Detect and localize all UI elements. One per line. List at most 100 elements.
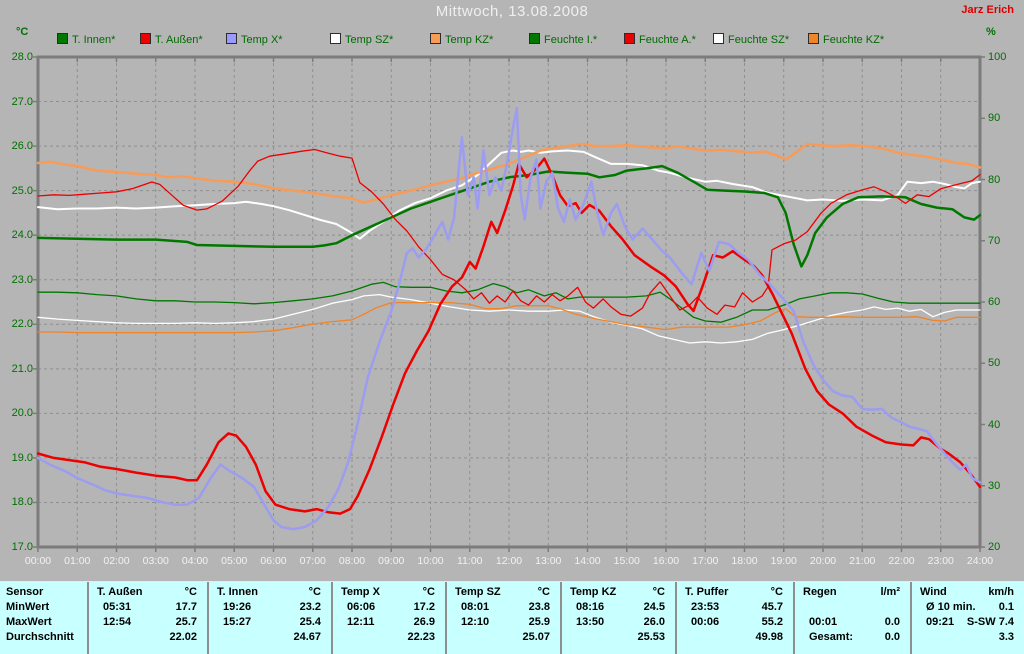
- table-column-t-puffer: T. Puffer °C 23:53 45.7 00:06 55.2 49.98: [675, 582, 793, 654]
- table-cell-min: 06:06 17.2: [333, 600, 445, 615]
- legend-label: Temp KZ*: [445, 34, 494, 46]
- left-axis-unit: °C: [16, 26, 29, 38]
- table-column-temp-kz: Temp KZ °C 08:16 24.5 13:50 26.0 25.53: [560, 582, 675, 654]
- author-label: Jarz Erich: [961, 4, 1014, 16]
- cell-time: Gesamt:: [809, 631, 854, 643]
- cell-time: 12:11: [347, 616, 375, 628]
- sensor-name: Wind: [920, 586, 947, 598]
- table-column-t-au-en: T. Außen °C 05:31 17.7 12:54 25.7 22.02: [87, 582, 207, 654]
- cell-value: 45.7: [761, 601, 783, 613]
- table-cell-min: [795, 600, 910, 615]
- x-axis-tick-label: 17:00: [692, 555, 719, 567]
- x-axis-tick-label: 03:00: [142, 555, 169, 567]
- left-axis-tick-label: 27.0: [11, 95, 33, 108]
- table-row-label-column: Sensor MinWert MaxWert Durchschnitt: [0, 582, 87, 654]
- legend-item-temp-sz-: Temp SZ*: [330, 30, 393, 46]
- cell-time: Ø 10 min.: [926, 601, 976, 613]
- table-cell-avg: 24.67: [209, 630, 331, 645]
- table-column-t-innen: T. Innen °C 19:26 23.2 15:27 25.4 24.67: [207, 582, 331, 654]
- cell-value: 25.53: [637, 631, 665, 643]
- sensor-unit: °C: [770, 586, 783, 598]
- legend-label: Feuchte KZ*: [823, 34, 885, 46]
- x-axis-tick-label: 19:00: [770, 555, 797, 567]
- sensor-unit: °C: [537, 586, 550, 598]
- right-axis-tick-label: 30: [988, 479, 1001, 492]
- x-axis-tick-label: 02:00: [103, 555, 130, 567]
- x-axis-tick-label: 01:00: [64, 555, 91, 567]
- x-axis-tick-label: 07:00: [299, 555, 326, 567]
- x-axis-tick-label: 15:00: [613, 555, 640, 567]
- right-axis-tick-label: 90: [988, 112, 1001, 125]
- left-axis-tick-label: 21.0: [11, 362, 33, 375]
- cell-value: 23.2: [299, 601, 321, 613]
- cell-value: 49.98: [755, 631, 783, 643]
- table-cell-max: 12:10 25.9: [447, 615, 560, 630]
- cell-time: 08:16: [576, 601, 605, 613]
- cell-time: 05:31: [103, 601, 132, 613]
- series-t-au-en: [36, 157, 982, 515]
- x-axis-tick-label: 12:00: [495, 555, 523, 567]
- legend-label: Feuchte SZ*: [728, 34, 790, 46]
- cell-value: 24.67: [293, 631, 321, 643]
- cell-time: 19:26: [223, 601, 252, 613]
- chart-panel: Mittwoch, 13.08.2008 Jarz Erich °C % T. …: [11, 3, 1014, 567]
- sensor-unit: °C: [308, 586, 321, 598]
- x-axis-tick-label: 20:00: [809, 555, 837, 567]
- legend-swatch: [808, 33, 819, 44]
- left-axis-tick-label: 25.0: [11, 184, 33, 197]
- cell-time: 00:01: [809, 616, 838, 628]
- left-axis-tick-label: 24.0: [11, 229, 33, 242]
- legend-item-feuchte-a-: Feuchte A.*: [624, 30, 696, 46]
- x-axis-tick-label: 05:00: [221, 555, 248, 567]
- cell-time: 13:50: [576, 616, 605, 628]
- cell-time: 08:01: [461, 601, 490, 613]
- series-temp-x: [36, 106, 982, 531]
- table-cell-avg: 25.07: [447, 630, 560, 645]
- legend-item-feuchte-sz-: Feuchte SZ*: [713, 30, 789, 46]
- cell-value: 25.07: [522, 631, 550, 643]
- chart-title: Mittwoch, 13.08.2008: [435, 3, 589, 20]
- sensor-name: Temp SZ: [455, 586, 501, 598]
- legend-item-feuchte-kz-: Feuchte KZ*: [808, 30, 884, 46]
- sensor-unit: °C: [652, 586, 665, 598]
- series-feuchte-a-: [37, 148, 981, 317]
- legend-swatch: [713, 33, 724, 44]
- right-axis-tick-label: 80: [988, 173, 1001, 186]
- table-cell-max: 00:01 0.0: [795, 615, 910, 630]
- x-axis-tick-label: 14:00: [574, 555, 601, 567]
- x-axis-tick-label: 00:00: [24, 555, 52, 567]
- right-axis-tick-label: 50: [988, 357, 1001, 370]
- cell-time: 12:10: [461, 616, 490, 628]
- table-cell-min: 05:31 17.7: [89, 600, 207, 615]
- table-row-label: MaxWert: [6, 616, 52, 628]
- cell-value: 25.4: [299, 616, 321, 628]
- x-axis-tick-label: 24:00: [966, 555, 994, 567]
- legend-item-temp-kz-: Temp KZ*: [430, 30, 493, 46]
- table-cell-max: 09:21 S-SW 7.4: [912, 615, 1024, 630]
- left-axis-tick-label: 20.0: [11, 407, 33, 420]
- table-row-label: MinWert: [6, 601, 50, 613]
- legend-item-temp-x-: Temp X*: [226, 30, 283, 46]
- sensor-name: T. Innen: [217, 586, 258, 598]
- table-cell-min: 19:26 23.2: [209, 600, 331, 615]
- series-feuchte-sz: [37, 293, 981, 344]
- cell-value: 25.7: [175, 616, 197, 628]
- legend-item-feuchte-i-: Feuchte I.*: [529, 30, 597, 46]
- table-cell-avg: 22.02: [89, 630, 207, 645]
- sensor-unit: l/m²: [880, 586, 900, 598]
- cell-time: 12:54: [103, 616, 132, 628]
- legend-label: T. Außen*: [155, 34, 203, 46]
- x-axis-tick-label: 23:00: [927, 555, 954, 567]
- cell-value: 17.2: [413, 601, 435, 613]
- right-axis-tick-label: 40: [988, 418, 1001, 431]
- table-cell-avg: 25.53: [562, 630, 675, 645]
- left-axis-tick-label: 28.0: [11, 51, 33, 63]
- table-column-regen: Regen l/m² 00:01 0.0 Gesamt: 0.0: [793, 582, 910, 654]
- cell-value: 55.2: [761, 616, 783, 628]
- table-cell-avg: 3.3: [912, 630, 1024, 645]
- x-axis-tick-label: 22:00: [888, 555, 915, 567]
- series-t-innen: [36, 164, 982, 268]
- x-axis-tick-label: 08:00: [338, 555, 366, 567]
- cell-time: 09:21: [926, 616, 955, 628]
- x-axis-tick-label: 06:00: [260, 555, 287, 567]
